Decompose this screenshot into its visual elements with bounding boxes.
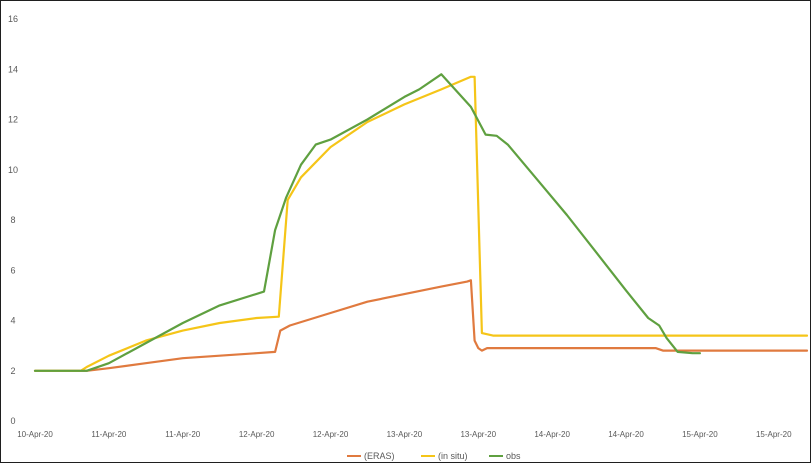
y-tick-label: 4 xyxy=(10,316,15,326)
legend-label: (ERAS) xyxy=(364,451,395,461)
legend-label: (in situ) xyxy=(438,451,468,461)
y-tick-label: 0 xyxy=(10,416,15,426)
x-tick-label: 10-Apr-20 xyxy=(17,430,53,439)
y-tick-label: 8 xyxy=(10,215,15,225)
series-line-1 xyxy=(33,279,809,372)
y-tick-label: 6 xyxy=(10,265,15,275)
x-tick-label: 11-Apr-20 xyxy=(91,430,127,439)
y-tick-label: 2 xyxy=(10,366,15,376)
legend-label: obs xyxy=(506,451,521,461)
x-tick-label: 11-Apr-20 xyxy=(165,430,201,439)
y-tick-label: 16 xyxy=(8,14,18,24)
x-tick-label: 12-Apr-20 xyxy=(313,430,349,439)
x-tick-label: 12-Apr-20 xyxy=(239,430,275,439)
x-tick-label: 14-Apr-20 xyxy=(608,430,644,439)
y-tick-label: 14 xyxy=(8,64,18,74)
series-line-2 xyxy=(33,75,809,372)
y-tick-label: 12 xyxy=(8,115,18,125)
x-tick-label: 13-Apr-20 xyxy=(460,430,496,439)
series-line-3 xyxy=(33,73,701,372)
x-tick-label: 15-Apr-20 xyxy=(756,430,792,439)
x-tick-label: 13-Apr-20 xyxy=(387,430,423,439)
x-tick-label: 15-Apr-20 xyxy=(682,430,718,439)
y-tick-label: 10 xyxy=(8,165,18,175)
x-tick-label: 14-Apr-20 xyxy=(534,430,570,439)
